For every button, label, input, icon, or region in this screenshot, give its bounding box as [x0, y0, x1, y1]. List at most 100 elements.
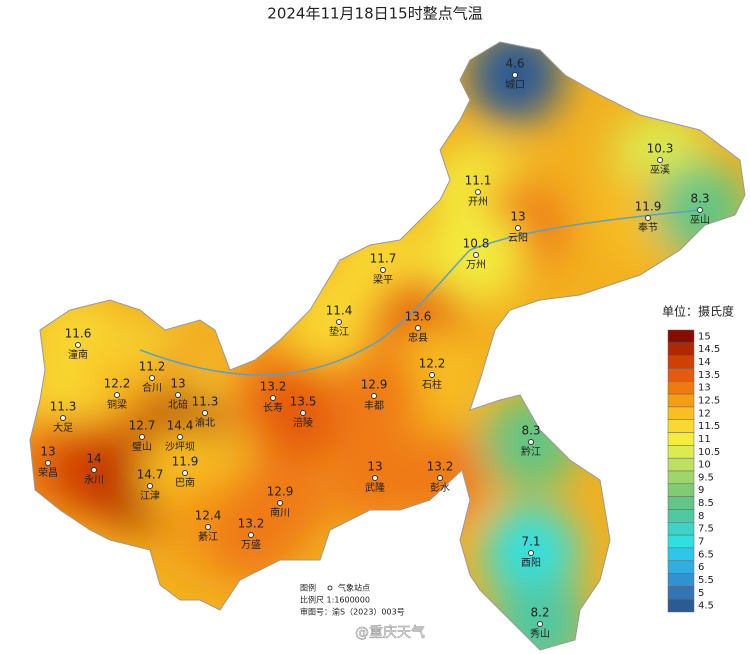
station-name: 合川 [142, 381, 162, 394]
legend-swatch [667, 496, 695, 510]
station-value: 13.2 [238, 517, 265, 531]
legend-label: 8.5 [698, 498, 714, 509]
station-marker [147, 483, 153, 489]
station-value: 7.1 [521, 535, 540, 549]
station-marker [473, 252, 479, 258]
station-value: 12.2 [104, 377, 131, 391]
legend-swatch [667, 355, 695, 369]
station-marker [60, 415, 66, 421]
station-name: 璧山 [132, 440, 152, 453]
station-marker [371, 393, 377, 399]
station-marker [45, 460, 51, 466]
legend: 15 14.5 14 13.5 13 12.512 11.5 11 10.5 109.5 9 8.5 8… [667, 329, 720, 613]
note: 图例 [300, 583, 316, 593]
station-marker [528, 439, 534, 445]
station-name: 大足 [53, 421, 73, 434]
station-value: 11.4 [326, 304, 353, 318]
legend-swatch [667, 432, 695, 446]
station-value: 11.9 [635, 200, 662, 214]
station-value: 13 [170, 377, 185, 391]
legend-label: 15 [698, 331, 711, 342]
station-name: 长寿 [263, 401, 283, 414]
station-name: 云阳 [508, 232, 528, 244]
station-marker [205, 524, 211, 530]
legend-swatch [667, 393, 695, 408]
station-marker [91, 467, 97, 473]
station-marker [182, 470, 188, 476]
station-name: 巫山 [690, 214, 710, 226]
legend-label: 13.5 [698, 370, 720, 381]
station-marker [657, 157, 663, 163]
legend-label: 12.5 [698, 396, 720, 407]
legend-swatch [667, 483, 695, 497]
station-name: 铜梁 [107, 398, 127, 411]
legend-label: 6.5 [698, 549, 714, 560]
station-marker [114, 392, 120, 398]
station-name: 城口 [505, 79, 525, 91]
station-name: 武隆 [365, 481, 385, 494]
note: 审图号：渝S（2023）003号 [300, 607, 405, 617]
legend-label: 6 [698, 562, 704, 573]
station-marker [515, 225, 521, 231]
map-outline [29, 41, 746, 651]
legend-label: 10 [698, 460, 711, 471]
legend-label: 5.5 [698, 575, 714, 586]
station-value: 11.1 [465, 174, 492, 188]
legend-swatch [667, 381, 695, 395]
station-name: 酉阳 [521, 557, 541, 569]
legend-label: 5 [698, 588, 704, 599]
station-marker [336, 319, 342, 325]
station-marker [429, 372, 435, 378]
station-value: 11.2 [139, 360, 166, 374]
legend-label: 14 [698, 357, 711, 368]
legend-swatch [667, 470, 695, 485]
legend-title: 单位：摄氏度 [662, 304, 734, 319]
station-marker [537, 621, 543, 627]
station-name: 巴南 [175, 476, 195, 489]
station-value: 8.3 [521, 424, 540, 438]
station-name: 北碚 [168, 398, 188, 411]
map-title: 2024年11月18日15时整点气温 [267, 5, 482, 23]
legend-swatch [667, 368, 695, 382]
station-name: 沙坪坝 [165, 440, 195, 453]
station-value: 13.5 [290, 395, 317, 409]
note: 比例尺 1:1600000 [300, 595, 370, 605]
legend-label: 11 [698, 434, 711, 445]
station-name: 潼南 [68, 348, 88, 361]
station-value: 12.2 [419, 357, 446, 371]
legend-label: 4.5 [698, 601, 714, 612]
legend-label: 13 [698, 383, 711, 394]
station-value: 10.8 [463, 237, 490, 251]
station-name: 荣昌 [38, 467, 58, 479]
station-value: 13.2 [260, 380, 287, 394]
legend-swatch [667, 457, 695, 472]
station-name: 渝北 [195, 416, 215, 429]
legend-label: 8 [698, 511, 704, 522]
legend-label: 7.5 [698, 524, 714, 535]
station-name: 万州 [466, 259, 486, 271]
station-value: 14.4 [167, 419, 194, 433]
station-marker [645, 215, 651, 221]
legend-swatch [667, 445, 695, 459]
station-name: 奉节 [638, 221, 658, 234]
station-value: 13 [510, 210, 525, 224]
station-marker [75, 342, 81, 348]
station-marker [380, 267, 386, 273]
station-name: 垫江 [329, 325, 349, 338]
station-marker [697, 207, 703, 213]
station-name: 梁平 [373, 273, 393, 286]
station-name: 秀山 [530, 628, 550, 640]
station-name: 石柱 [422, 378, 442, 391]
station-name: 彭水 [430, 481, 450, 494]
station-name: 开州 [468, 196, 488, 208]
station-name: 南川 [270, 506, 290, 519]
station-marker [277, 500, 283, 506]
legend-swatch [667, 329, 695, 344]
river [139, 209, 701, 376]
station-value: 13.6 [405, 310, 432, 324]
legend-swatch [667, 586, 695, 600]
station-value: 11.3 [50, 400, 77, 414]
station-marker [300, 410, 306, 416]
